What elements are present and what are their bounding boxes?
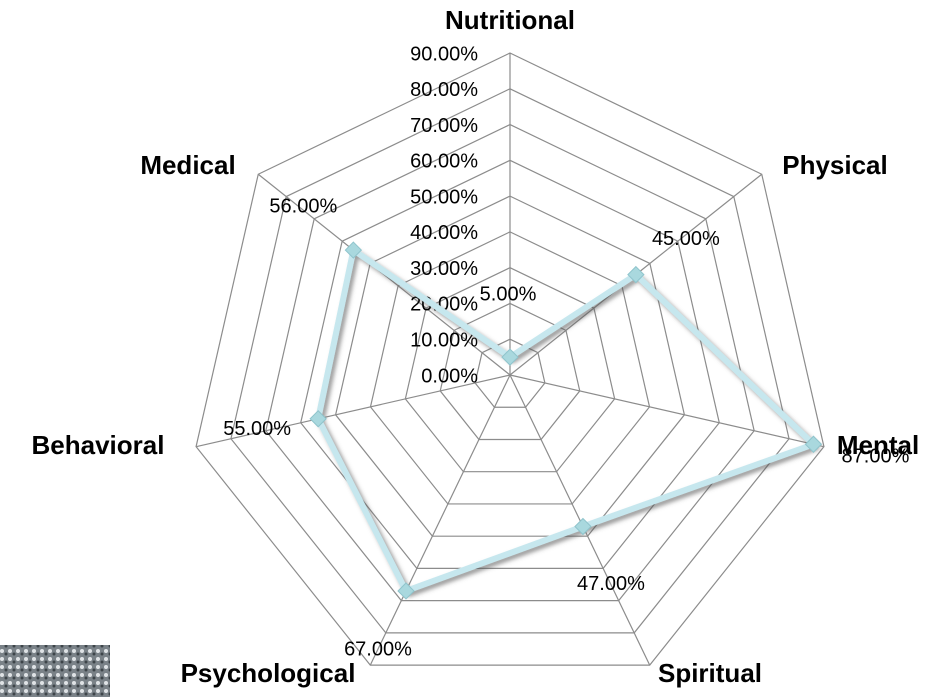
value-label: 5.00% xyxy=(480,283,537,305)
tick-label: 50.00% xyxy=(410,186,478,208)
category-label: Behavioral xyxy=(32,430,165,460)
value-label: 55.00% xyxy=(223,418,291,440)
value-label: 47.00% xyxy=(577,573,645,595)
value-label: 45.00% xyxy=(652,228,720,250)
tick-label: 0.00% xyxy=(421,365,478,387)
value-label: 87.00% xyxy=(842,446,910,468)
category-label: Physical xyxy=(782,150,888,180)
tick-label: 40.00% xyxy=(410,222,478,244)
spoke xyxy=(370,375,510,665)
tick-label: 30.00% xyxy=(410,258,478,280)
decorative-image xyxy=(0,645,110,697)
value-label: 67.00% xyxy=(344,638,412,660)
tick-label: 80.00% xyxy=(410,79,478,101)
category-label: Psychological xyxy=(181,658,356,688)
series-line xyxy=(318,250,813,591)
value-label: 56.00% xyxy=(269,195,337,217)
category-label: Nutritional xyxy=(445,5,575,35)
tick-label: 70.00% xyxy=(410,115,478,137)
chart: 0.00%10.00%20.00%30.00%40.00%50.00%60.00… xyxy=(0,0,933,697)
tick-label: 10.00% xyxy=(410,330,478,352)
tick-label: 60.00% xyxy=(410,151,478,173)
category-label: Spiritual xyxy=(658,658,762,688)
category-label: Medical xyxy=(140,150,235,180)
data-point xyxy=(575,519,591,535)
spoke xyxy=(510,375,650,665)
tick-label: 90.00% xyxy=(410,43,478,65)
